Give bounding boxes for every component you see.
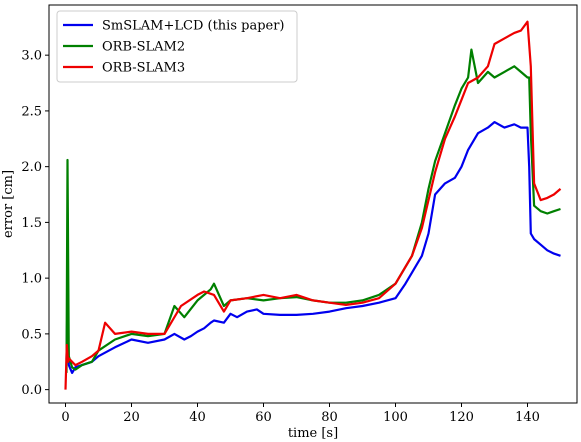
x-tick-label: 0 [61, 410, 69, 425]
y-axis-title: error [cm] [1, 170, 16, 238]
x-axis: 0 20 40 60 80 100 120 140 [61, 403, 540, 425]
legend: SmSLAM+LCD (this paper) ORB-SLAM2 ORB-SLAM… [56, 10, 298, 83]
series-line-3 [64, 20, 562, 390]
y-axis: 0.0 0.5 1.0 1.5 2.0 2.5 3.0 [21, 49, 49, 398]
series-layer [64, 20, 562, 390]
y-tick-label: 1.0 [21, 272, 42, 287]
x-tick-label: 80 [321, 410, 338, 425]
y-tick-label: 2.5 [21, 104, 42, 119]
y-tick-label: 0.0 [21, 383, 42, 398]
legend-box [56, 10, 298, 83]
y-tick-label: 2.0 [21, 160, 42, 175]
y-tick-label: 1.5 [21, 216, 42, 231]
x-tick-label: 60 [255, 410, 272, 425]
y-tick-label: 0.5 [21, 327, 42, 342]
x-axis-title: time [s] [288, 426, 338, 441]
x-tick-label: 40 [189, 410, 206, 425]
x-tick-label: 20 [123, 410, 140, 425]
series-line-2 [65, 48, 561, 373]
legend-label-1: SmSLAM+LCD (this paper) [102, 19, 285, 34]
legend-label-2: ORB-SLAM2 [102, 40, 185, 55]
plot-frame [48, 4, 578, 404]
x-tick-label: 100 [383, 410, 408, 425]
y-tick-label: 3.0 [21, 49, 42, 64]
x-tick-label: 140 [515, 410, 540, 425]
legend-label-3: ORB-SLAM3 [102, 61, 185, 76]
x-tick-label: 120 [449, 410, 474, 425]
series-line-1 [65, 120, 561, 374]
